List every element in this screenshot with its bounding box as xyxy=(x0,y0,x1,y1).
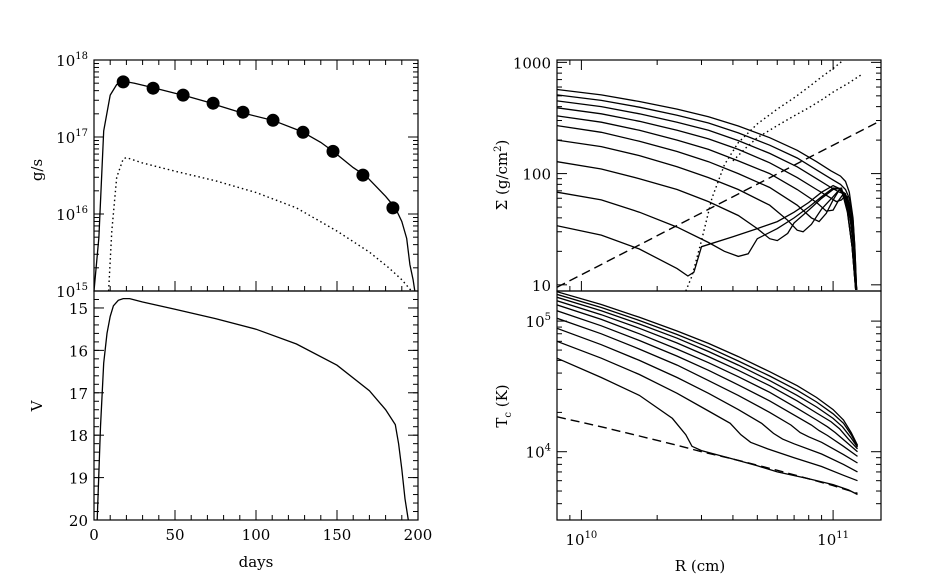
ytick-label: 10 xyxy=(532,277,551,295)
ytick-label: 17 xyxy=(69,385,88,403)
data-point-marker xyxy=(146,81,160,95)
ytick-label: 16 xyxy=(69,342,88,360)
series-bottom-right-7 xyxy=(557,300,858,450)
xtick-label: 100 xyxy=(242,526,271,544)
xtick-label: 1010 xyxy=(565,530,597,549)
series-top-left-1 xyxy=(94,80,416,291)
series-top-right-12 xyxy=(732,73,863,162)
tick-marks xyxy=(93,59,881,521)
ytick-label: 1018 xyxy=(56,51,88,70)
series-top-right-8 xyxy=(557,100,858,290)
series-bottom-right-5 xyxy=(557,310,858,457)
axis-text: 1015 1016 1017 1018 15 16 17 18 19 200 50 100 150 200… xyxy=(56,51,849,549)
data-lines xyxy=(94,60,881,520)
data-point-marker xyxy=(236,105,250,119)
ylabel-bottom-right: Tc (K) xyxy=(493,384,514,427)
series-bottom-right-4 xyxy=(557,317,858,464)
data-point-marker xyxy=(206,96,220,110)
series-bottom-right-1 xyxy=(557,357,858,496)
series-top-right-9 xyxy=(557,94,858,290)
panel-top-right-frame xyxy=(556,59,882,292)
series-top-right-13 xyxy=(557,119,881,288)
ytick-label: 18 xyxy=(69,427,88,445)
data-point-marker xyxy=(296,125,310,139)
ytick-label: 1015 xyxy=(56,282,88,301)
data-markers xyxy=(116,75,400,215)
xtick-label: 1011 xyxy=(817,530,849,549)
series-top-right-2 xyxy=(557,187,857,290)
data-point-marker xyxy=(266,113,280,127)
ylabel-bottom-left: V xyxy=(28,399,46,412)
ytick-label: 104 xyxy=(526,443,551,462)
data-point-marker xyxy=(176,88,190,102)
xtick-label: 50 xyxy=(165,526,184,544)
panel-top-left-frame xyxy=(93,59,419,292)
ylabel-top-right: Σ (g/cm2) xyxy=(493,140,511,211)
ytick-label: 100 xyxy=(522,166,551,184)
data-point-marker xyxy=(386,201,400,215)
xtick-label: 200 xyxy=(404,526,433,544)
data-point-marker xyxy=(326,144,340,158)
series-bottom-right-10 xyxy=(557,291,859,446)
series-bottom-right-8 xyxy=(557,296,859,448)
panel-bottom-right-frame xyxy=(556,290,882,521)
series-bottom-right-3 xyxy=(557,327,858,473)
series-top-right-3 xyxy=(557,161,857,290)
series-bottom-right-11 xyxy=(557,416,858,494)
series-top-right-11 xyxy=(685,60,844,291)
series-bottom-right-6 xyxy=(557,304,858,453)
data-point-marker xyxy=(356,168,370,182)
series-bottom-left-1 xyxy=(96,297,409,520)
series-top-right-10 xyxy=(557,88,858,290)
series-top-right-4 xyxy=(557,139,858,290)
ytick-label: 105 xyxy=(526,312,551,331)
series-top-right-7 xyxy=(557,107,858,290)
series-bottom-right-9 xyxy=(557,293,859,447)
ytick-label: 19 xyxy=(69,470,88,488)
data-point-marker xyxy=(116,75,130,89)
xtick-label: 0 xyxy=(89,526,99,544)
xlabel-bottom-right: R (cm) xyxy=(675,557,725,575)
xlabel-bottom-left: days xyxy=(239,553,274,571)
ytick-label: 1017 xyxy=(56,128,88,147)
panel-bottom-left-frame xyxy=(93,290,419,521)
ytick-label: 1016 xyxy=(56,205,88,224)
ytick-label: 1000 xyxy=(513,54,551,72)
xtick-label: 150 xyxy=(323,526,352,544)
ytick-label: 15 xyxy=(69,300,88,318)
series-bottom-right-2 xyxy=(557,340,858,482)
ytick-label: 20 xyxy=(69,512,88,530)
ylabel-top-left: g/s xyxy=(28,159,46,181)
